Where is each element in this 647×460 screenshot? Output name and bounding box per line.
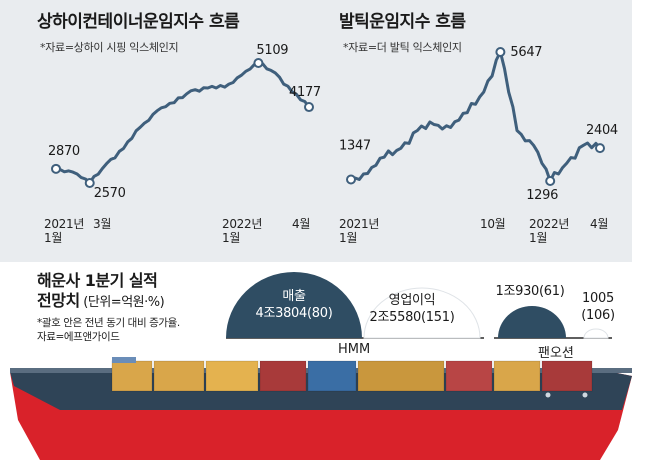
- left-point-3: [253, 58, 264, 68]
- right-data-label-1: 1347: [339, 138, 371, 153]
- hmm-sales-label: 매출 4조3804(80): [255, 289, 333, 321]
- hmm-profit-dome: [363, 287, 481, 339]
- right-x-tick-4: 4월: [590, 217, 609, 231]
- pan-profit-label: 1005 (106): [581, 291, 615, 323]
- right-chart-source: *자료=더 발틱 익스체인지: [343, 41, 462, 54]
- right-x-tick-3: 2022년 1월: [529, 217, 570, 245]
- right-series-line: [349, 50, 602, 183]
- ship-container-small: [112, 357, 136, 363]
- right-point-4: [595, 143, 605, 154]
- ship-container-1: [111, 360, 153, 392]
- right-x-tick-2: 10월: [480, 217, 506, 231]
- ship-container-4: [259, 360, 307, 392]
- ship-container-6: [357, 360, 445, 392]
- unit-label: (단위=억원·%): [79, 295, 165, 310]
- right-point-1: [346, 174, 356, 185]
- ship-porthole-1: [545, 392, 551, 398]
- dome-bars: [226, 272, 612, 339]
- footnote: *괄호 안은 전년 동기 대비 증가율. 자료=에프앤가이드: [37, 317, 180, 343]
- pan-profit-dome: [583, 328, 609, 339]
- right-x-tick-1: 2021년 1월: [339, 217, 380, 245]
- ship-illustration: [10, 357, 632, 460]
- ship-container-7: [445, 360, 493, 392]
- ship-container-3: [205, 360, 259, 392]
- right-point-3: [545, 176, 556, 186]
- right-data-label-3: 1296: [526, 188, 558, 203]
- left-chart-source: *자료=상하이 시핑 익스체인지: [40, 41, 179, 54]
- left-data-label-4: 4177: [289, 85, 321, 100]
- top-panel-background: [0, 0, 632, 262]
- ship-container-9: [541, 360, 593, 392]
- right-data-label-4: 2404: [586, 123, 618, 138]
- ship-container-2: [153, 360, 205, 392]
- left-x-tick-1: 2021년 1월: [44, 217, 85, 245]
- pan-sales-label: 1조930(61): [495, 284, 565, 299]
- left-data-label-3: 5109: [256, 43, 288, 58]
- ship-container-5: [307, 360, 357, 392]
- right-chart: 1347 5647 1296 2404: [339, 45, 618, 203]
- pan-company-label: 팬오션: [538, 346, 574, 361]
- right-data-label-2: 5647: [510, 45, 542, 60]
- hmm-company-label: HMM: [338, 342, 371, 357]
- left-x-tick-4: 4월: [292, 217, 311, 231]
- right-point-2: [495, 47, 506, 57]
- pan-sales-dome: [498, 306, 566, 338]
- hmm-profit-label: 영업이익 2조5580(151): [369, 293, 455, 325]
- left-chart-title: 상하이컨테이너운임지수 흐름: [37, 12, 240, 32]
- left-data-label-1: 2870: [48, 144, 80, 159]
- left-point-2: [84, 178, 95, 188]
- left-chart: 2870 2570 5109 4177: [48, 43, 321, 201]
- hmm-sales-dome: [226, 272, 362, 338]
- left-x-tick-2: 3월: [93, 217, 112, 231]
- left-point-4: [304, 102, 314, 113]
- ship-container-8: [493, 360, 541, 392]
- bottom-section-title: 해운사 1분기 실적 전망치 (단위=억원·%): [37, 271, 165, 310]
- left-point-1: [51, 163, 61, 174]
- left-series-line: [54, 61, 311, 185]
- left-data-label-2: 2570: [94, 186, 126, 201]
- ship-porthole-2: [582, 392, 588, 398]
- right-chart-title: 발틱운임지수 흐름: [339, 12, 466, 32]
- left-x-tick-3: 2022년 1월: [222, 217, 263, 245]
